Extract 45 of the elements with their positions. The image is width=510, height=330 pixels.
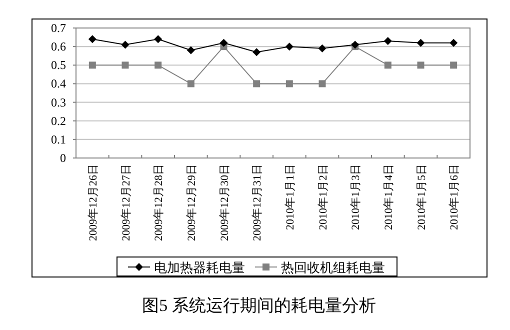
y-tick-label: 0.1 [51, 132, 66, 146]
x-tick-label: 2010年1月6日 [448, 164, 461, 230]
point [384, 62, 392, 69]
point [88, 62, 96, 69]
x-tick-label: 2009年12月28日 [153, 164, 166, 241]
point [154, 62, 162, 69]
x-tick-label: 2010年1月2日 [317, 164, 330, 230]
point [450, 38, 458, 47]
point [318, 44, 326, 52]
point [187, 80, 194, 88]
point [384, 37, 392, 45]
point [88, 35, 96, 44]
legend-label: 热回收机组耗电量 [281, 260, 385, 275]
y-tick-label: 0.3 [51, 95, 66, 110]
x-tick-label: 2009年12月31日 [252, 164, 264, 241]
point [121, 40, 130, 49]
x-tick-label: 2010年1月5日 [416, 164, 428, 230]
x-tick-label: 2010年1月1日 [284, 164, 296, 230]
y-tick-label: 0.6 [51, 40, 66, 54]
point [450, 62, 458, 69]
text: 图5 系统运行期间的耗电量分析 [142, 296, 376, 315]
x-tick-label: 2009年12月26日 [87, 164, 100, 241]
point [186, 46, 195, 54]
y-tick-label: 0 [60, 151, 66, 165]
point [285, 42, 294, 51]
y-tick-label: 0.4 [51, 76, 66, 91]
y-tick-label: 0.5 [51, 58, 66, 72]
legend-label: 电加热器耗电量 [154, 260, 245, 275]
point [318, 80, 326, 88]
x-tick-label: 2009年12月30日 [218, 164, 231, 241]
point [351, 40, 360, 49]
point [252, 48, 261, 56]
y-tick-label: 0.7 [51, 21, 66, 35]
point [417, 62, 424, 69]
point [416, 38, 425, 47]
point [286, 80, 293, 88]
x-tick-label: 2009年12月29日 [186, 164, 198, 241]
x-tick-label: 2010年1月3日 [350, 164, 362, 230]
point [253, 80, 260, 88]
y-tick-label: 0.2 [51, 114, 66, 128]
x-tick-label: 2010年1月4日 [382, 164, 395, 230]
point [122, 62, 129, 69]
point [220, 38, 228, 47]
point [154, 35, 162, 44]
x-tick-label: 2009年12月27日 [120, 164, 132, 241]
